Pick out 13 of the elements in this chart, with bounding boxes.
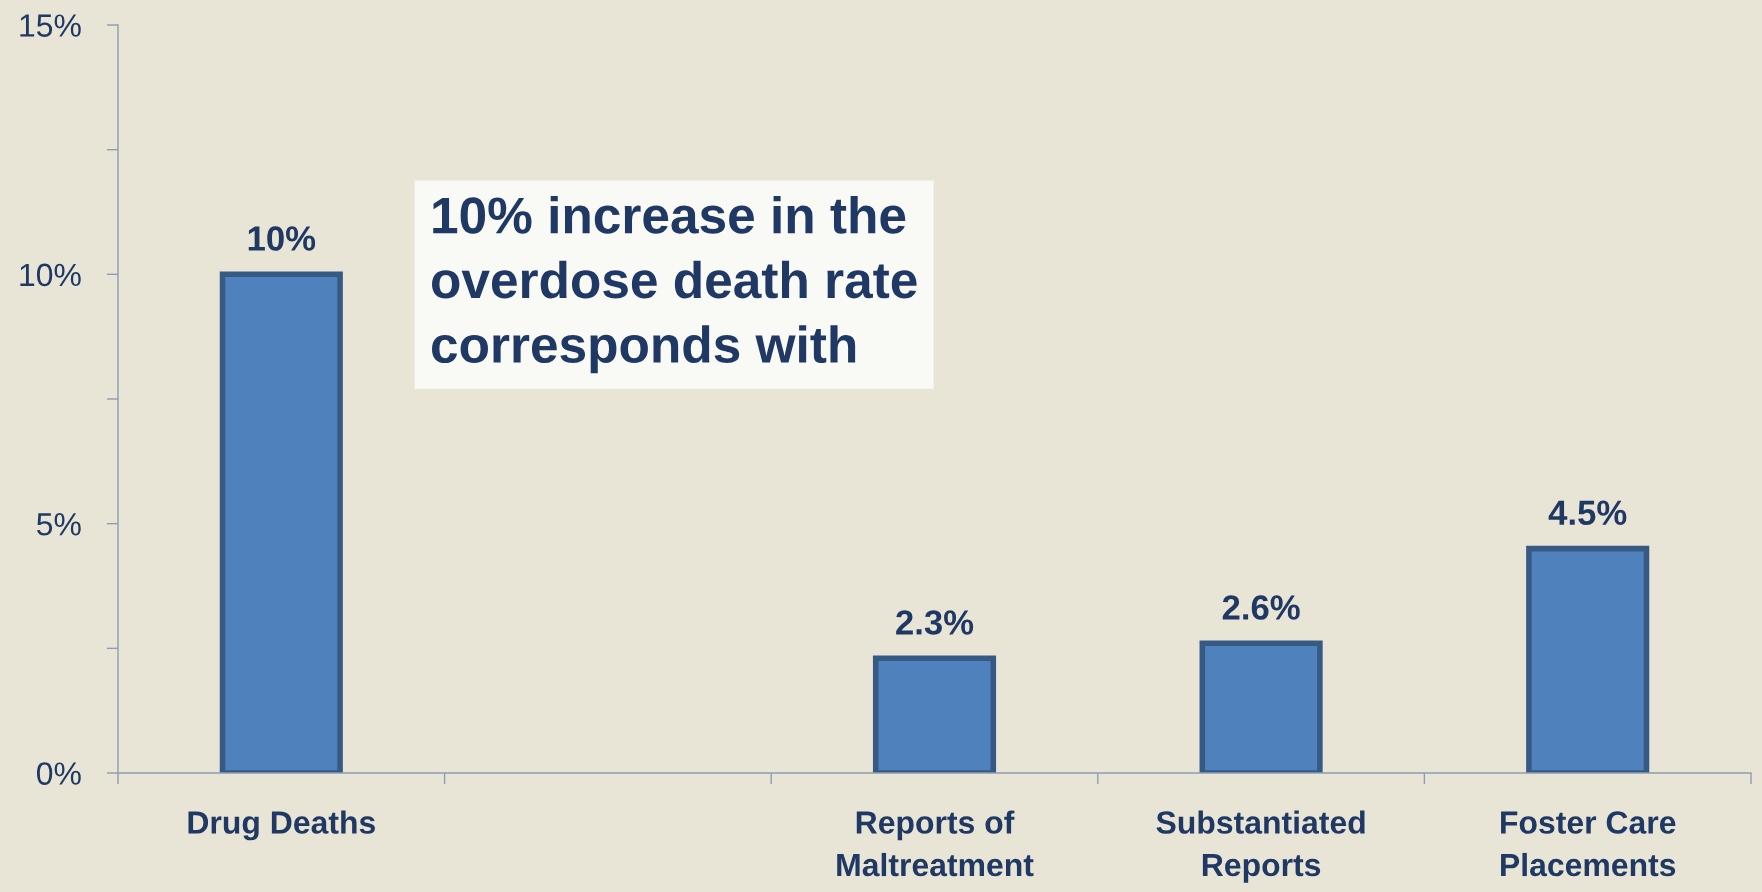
x-tick-label: Foster Care Placements bbox=[1501, 811, 1676, 877]
y-tick-label: 10% bbox=[20, 263, 81, 287]
text: 4.5% bbox=[1548, 500, 1627, 526]
text: 2.3% bbox=[896, 610, 974, 635]
y-tick-label: 0% bbox=[36, 762, 81, 785]
text: 2.6% bbox=[1222, 595, 1300, 620]
y-tick-label: 15% bbox=[20, 14, 81, 37]
annotation: 10% increase in the overdose death rate corresponds with bbox=[432, 196, 917, 374]
x-tick-label: Reports of Maltreatment bbox=[837, 810, 1034, 877]
y-tick-label: 5% bbox=[37, 513, 81, 536]
x-tick-label: Drug Deaths bbox=[188, 810, 375, 841]
x-tick-label: Substantiated Reports bbox=[1156, 810, 1365, 883]
text: 10% bbox=[248, 226, 316, 251]
